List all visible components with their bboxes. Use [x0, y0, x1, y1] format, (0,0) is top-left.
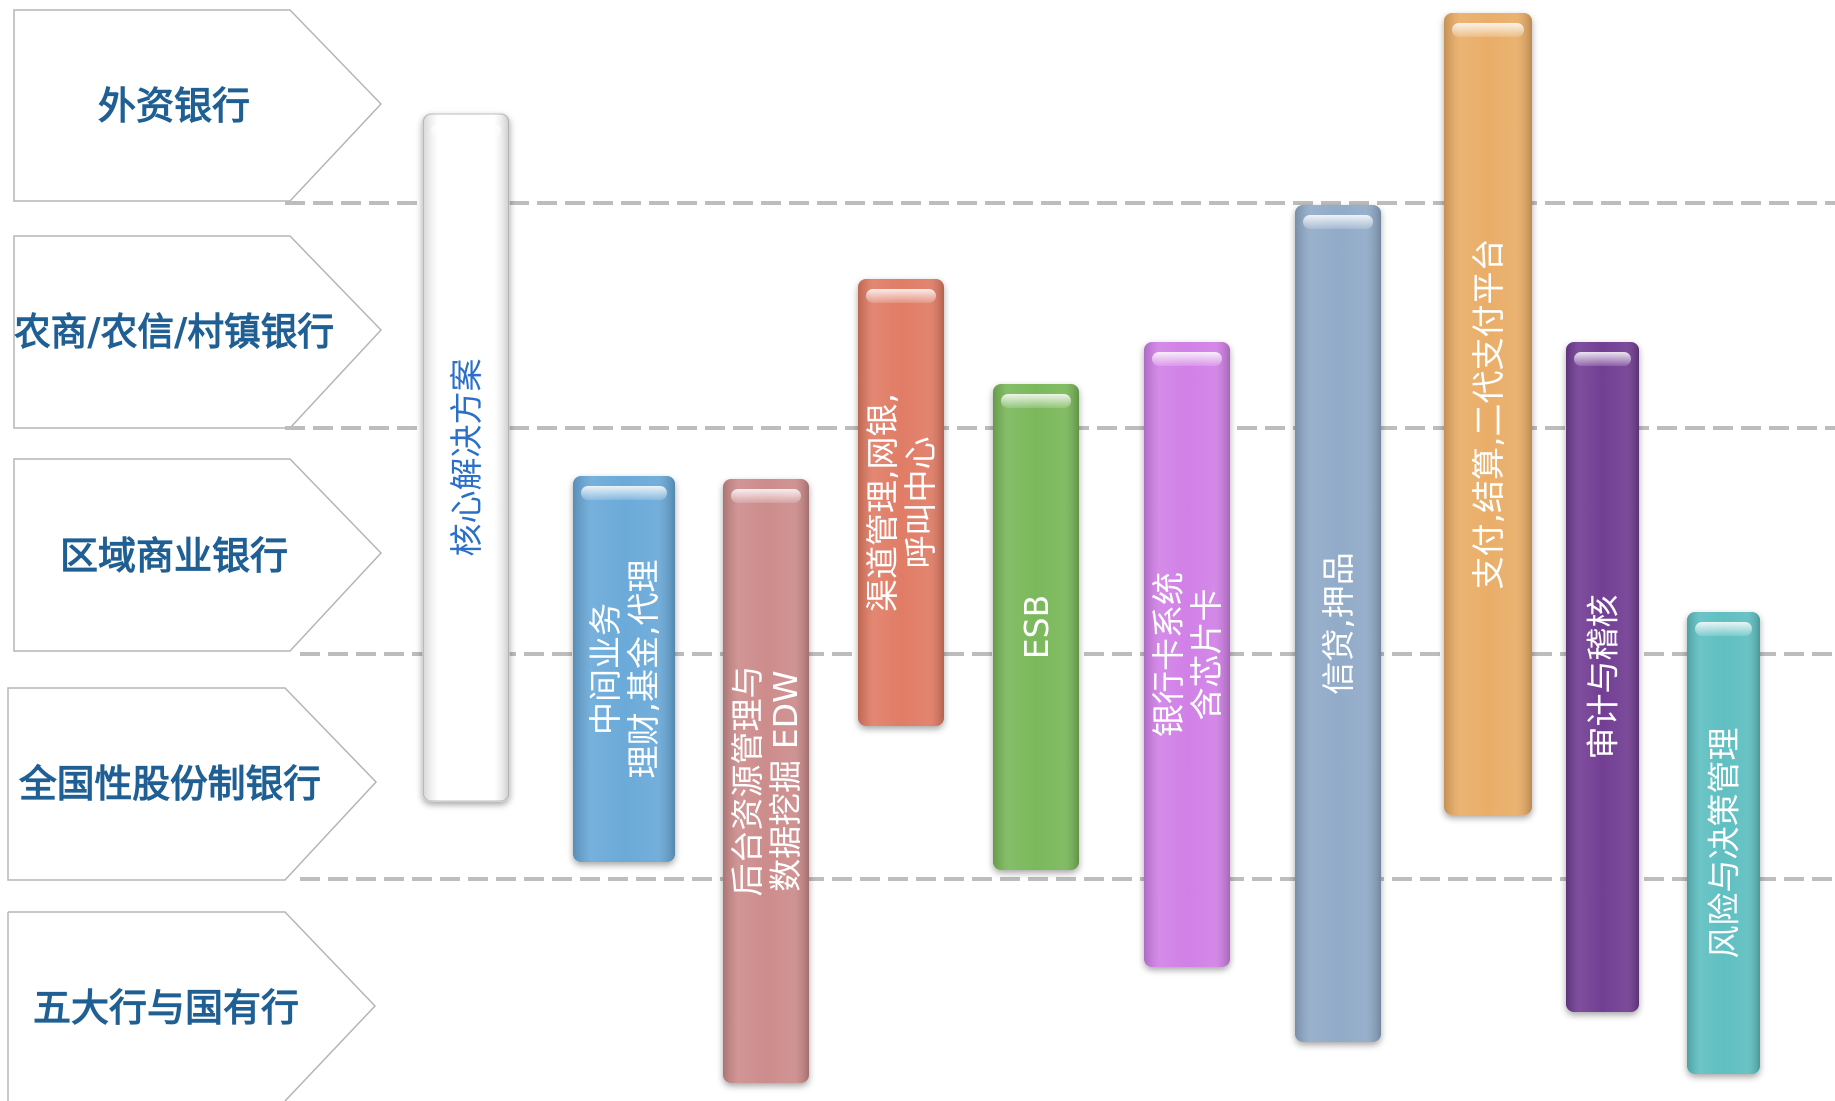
bar-gloss: [1687, 612, 1760, 1074]
bar-label: 渠道管理,网银,: [863, 393, 902, 612]
tier-arrow-5: [8, 911, 377, 1101]
bar-highlight: [866, 289, 936, 303]
tier-arrow-4: [7, 687, 378, 881]
tier-arrow-1: [13, 9, 383, 202]
tier-label-big-five: 五大行与国有行: [33, 986, 299, 1030]
tier-label-joint-stock: 全国性股份制银行: [18, 762, 321, 806]
bar-highlight: [1303, 215, 1373, 229]
solution-bar-payment-settlement: 支付,结算,二代支付平台: [1444, 13, 1532, 815]
tier-labels: 外资银行 农商/农信/村镇银行 区域商业银行 全国性股份制银行 五大行与国有行: [14, 84, 334, 1030]
solution-bar-core-solution: 核心解决方案: [422, 113, 510, 802]
bar-gloss: [858, 279, 944, 726]
tier-label-rural: 农商/农信/村镇银行: [14, 310, 334, 354]
bar-label: ESB: [1017, 595, 1056, 659]
bar-highlight: [1574, 352, 1631, 366]
solution-bar-audit-inspection: 审计与稽核: [1566, 342, 1639, 1012]
bar-label: 数据挖掘 EDW: [766, 670, 805, 891]
bar-highlight: [1452, 23, 1524, 37]
bar-label: 信贷,押品: [1319, 552, 1358, 695]
bar-label: 支付,结算,二代支付平台: [1469, 239, 1508, 590]
bar-highlight: [1001, 394, 1071, 408]
tier-arrow-2: [13, 235, 383, 429]
bar-gloss: [423, 114, 509, 801]
bar-gloss: [993, 384, 1079, 870]
bar-gloss: [723, 479, 809, 1083]
bar-label: 风险与决策管理: [1704, 728, 1743, 959]
bar-label: 核心解决方案: [447, 359, 486, 557]
bar-highlight: [1152, 352, 1222, 366]
solution-bar-risk-decision: 风险与决策管理: [1687, 612, 1760, 1074]
bar-label: 中间业务: [586, 603, 625, 735]
solution-bar-esb: ESB: [993, 384, 1079, 870]
bar-highlight: [731, 489, 801, 503]
bar-label: 后台资源管理与: [728, 666, 767, 897]
bar-gloss: [1295, 205, 1381, 1042]
bar-highlight: [431, 124, 501, 138]
tier-label-regional: 区域商业银行: [60, 534, 288, 578]
bar-label: 呼叫中心: [901, 437, 940, 569]
bar-gloss: [1444, 13, 1532, 815]
bar-highlight: [1695, 622, 1752, 636]
bar-gloss: [573, 476, 675, 862]
solution-bar-channel-management: 渠道管理,网银,呼叫中心: [858, 279, 944, 726]
bar-gloss: [1144, 342, 1230, 967]
bar-label: 银行卡系统: [1149, 572, 1188, 737]
bar-gloss: [1566, 342, 1639, 1012]
tier-shapes: [7, 9, 383, 1101]
solution-bar-credit-collateral: 信贷,押品: [1295, 205, 1381, 1042]
tier-arrow-3: [13, 458, 383, 652]
tier-label-foreign: 外资银行: [98, 84, 250, 128]
bar-label: 含芯片卡: [1187, 589, 1226, 721]
bar-highlight: [581, 486, 667, 500]
bar-label: 审计与稽核: [1583, 595, 1622, 760]
bar-label: 理财,基金,代理: [624, 560, 663, 779]
